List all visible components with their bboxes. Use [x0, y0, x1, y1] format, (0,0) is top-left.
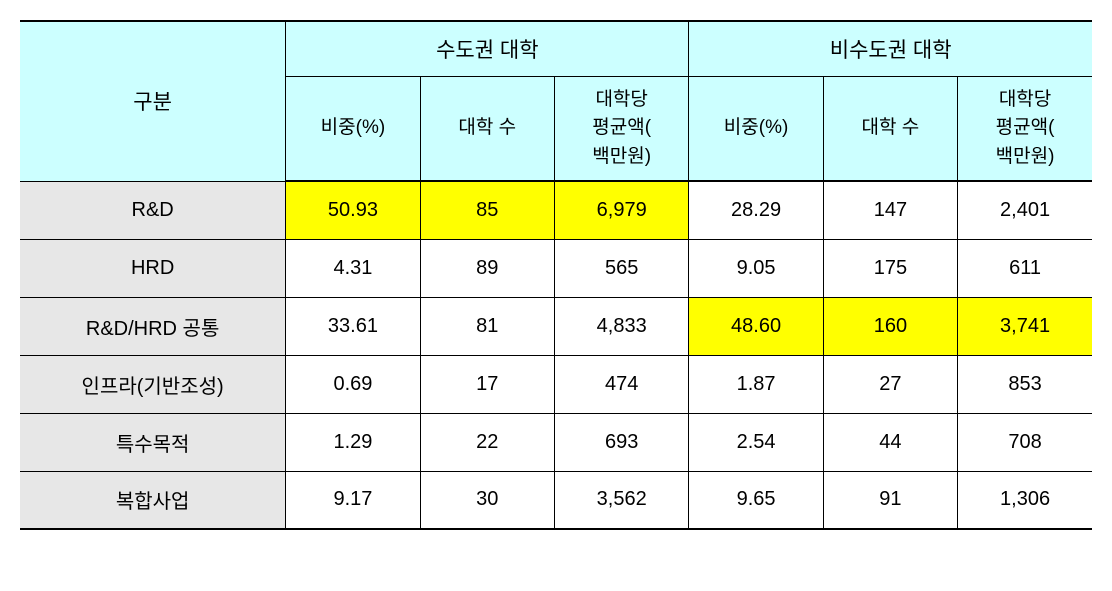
cell-nonmetro-avg: 1,306 — [958, 471, 1092, 529]
cell-nonmetro-pct: 1.87 — [689, 355, 823, 413]
cell-nonmetro-count: 147 — [823, 181, 957, 239]
cell-nonmetro-pct: 2.54 — [689, 413, 823, 471]
cell-metro-count: 89 — [420, 239, 554, 297]
cell-nonmetro-pct: 28.29 — [689, 181, 823, 239]
header-metro-avg: 대학당평균액(백만원) — [554, 76, 688, 181]
header-group-nonmetro: 비수도권 대학 — [689, 21, 1092, 76]
header-metro-pct: 비중(%) — [286, 76, 420, 181]
cell-nonmetro-count: 91 — [823, 471, 957, 529]
cell-nonmetro-count: 160 — [823, 297, 957, 355]
row-label: HRD — [20, 239, 286, 297]
comparison-table: 구분 수도권 대학 비수도권 대학 비중(%) 대학 수 대학당평균액(백만원)… — [20, 20, 1092, 530]
cell-metro-count: 81 — [420, 297, 554, 355]
cell-metro-avg: 6,979 — [554, 181, 688, 239]
cell-nonmetro-pct: 9.65 — [689, 471, 823, 529]
cell-metro-avg: 474 — [554, 355, 688, 413]
cell-metro-avg: 4,833 — [554, 297, 688, 355]
cell-nonmetro-avg: 2,401 — [958, 181, 1092, 239]
header-metro-count: 대학 수 — [420, 76, 554, 181]
table-row: 인프라(기반조성)0.69174741.8727853 — [20, 355, 1092, 413]
header-nonmetro-avg: 대학당평균액(백만원) — [958, 76, 1092, 181]
table-row: 특수목적1.29226932.5444708 — [20, 413, 1092, 471]
cell-metro-pct: 33.61 — [286, 297, 420, 355]
cell-metro-pct: 50.93 — [286, 181, 420, 239]
header-nonmetro-count: 대학 수 — [823, 76, 957, 181]
cell-metro-count: 22 — [420, 413, 554, 471]
row-label: 복합사업 — [20, 471, 286, 529]
cell-metro-pct: 1.29 — [286, 413, 420, 471]
table-row: R&D/HRD 공통33.61814,83348.601603,741 — [20, 297, 1092, 355]
cell-metro-pct: 4.31 — [286, 239, 420, 297]
header-nonmetro-pct: 비중(%) — [689, 76, 823, 181]
cell-metro-avg: 693 — [554, 413, 688, 471]
cell-metro-count: 30 — [420, 471, 554, 529]
cell-metro-pct: 0.69 — [286, 355, 420, 413]
cell-nonmetro-avg: 853 — [958, 355, 1092, 413]
row-label: 특수목적 — [20, 413, 286, 471]
cell-metro-avg: 3,562 — [554, 471, 688, 529]
cell-metro-pct: 9.17 — [286, 471, 420, 529]
cell-metro-avg: 565 — [554, 239, 688, 297]
row-label: R&D — [20, 181, 286, 239]
header-row-groups: 구분 수도권 대학 비수도권 대학 — [20, 21, 1092, 76]
header-category: 구분 — [20, 21, 286, 181]
cell-nonmetro-avg: 3,741 — [958, 297, 1092, 355]
row-label: R&D/HRD 공통 — [20, 297, 286, 355]
table-row: HRD4.31895659.05175611 — [20, 239, 1092, 297]
cell-nonmetro-avg: 708 — [958, 413, 1092, 471]
cell-nonmetro-count: 27 — [823, 355, 957, 413]
cell-nonmetro-pct: 9.05 — [689, 239, 823, 297]
cell-nonmetro-count: 44 — [823, 413, 957, 471]
cell-nonmetro-count: 175 — [823, 239, 957, 297]
row-label: 인프라(기반조성) — [20, 355, 286, 413]
cell-metro-count: 85 — [420, 181, 554, 239]
header-group-metro: 수도권 대학 — [286, 21, 689, 76]
cell-nonmetro-avg: 611 — [958, 239, 1092, 297]
cell-metro-count: 17 — [420, 355, 554, 413]
table-body: R&D50.93856,97928.291472,401HRD4.3189565… — [20, 181, 1092, 529]
cell-nonmetro-pct: 48.60 — [689, 297, 823, 355]
table-row: 복합사업9.17303,5629.65911,306 — [20, 471, 1092, 529]
table-row: R&D50.93856,97928.291472,401 — [20, 181, 1092, 239]
